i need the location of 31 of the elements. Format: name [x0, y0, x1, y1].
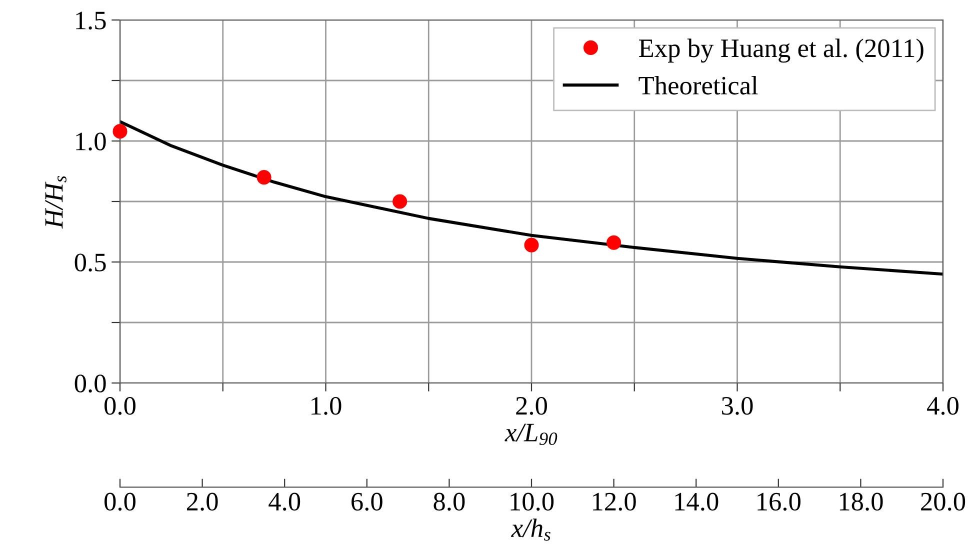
x2-tick-label: 18.0 — [840, 492, 883, 511]
legend-label: Theoretical — [638, 76, 758, 95]
x2-tick-label: 8.0 — [434, 492, 465, 511]
x2-tick-label: 2.0 — [186, 492, 218, 511]
x-tick-label: 3.0 — [722, 396, 753, 415]
y-axis-title: H/H$_{s}$ — [45, 176, 66, 229]
point — [392, 194, 408, 209]
x2-tick-label: 16.0 — [758, 492, 800, 511]
x-tick-label: 1.0 — [312, 396, 342, 415]
y-tick-label: 1.5 — [76, 12, 106, 30]
y-tick-label: 1.0 — [76, 132, 106, 151]
y-tick-label: 0.5 — [74, 254, 106, 272]
x2-tick-label: 12.0 — [593, 492, 636, 511]
x2-tick-label: 10.0 — [510, 492, 554, 511]
x2-tick-label: 14.0 — [675, 492, 718, 511]
x2-tick-label: 4.0 — [268, 492, 300, 511]
x2-tick-label: 6.0 — [352, 492, 382, 511]
x-tick-label: 4.0 — [927, 396, 958, 415]
point — [112, 124, 128, 139]
x-tick-label: 2.0 — [516, 396, 547, 415]
point — [256, 170, 272, 185]
point — [524, 238, 539, 252]
legend-label: Exp by Huang et al. (2011) — [639, 38, 924, 63]
x2-tick-label: 20.0 — [921, 492, 966, 511]
y-tick-label: 0.0 — [74, 374, 106, 393]
x-tick-label: 0.0 — [104, 396, 136, 415]
point — [606, 235, 622, 250]
x2-tick-label: 0.0 — [104, 492, 136, 511]
x2-axis-title: x/h$_{s}$ — [510, 518, 550, 541]
line-series — [120, 120, 943, 276]
x-axis-title: x/L$_{90}$ — [504, 424, 558, 446]
